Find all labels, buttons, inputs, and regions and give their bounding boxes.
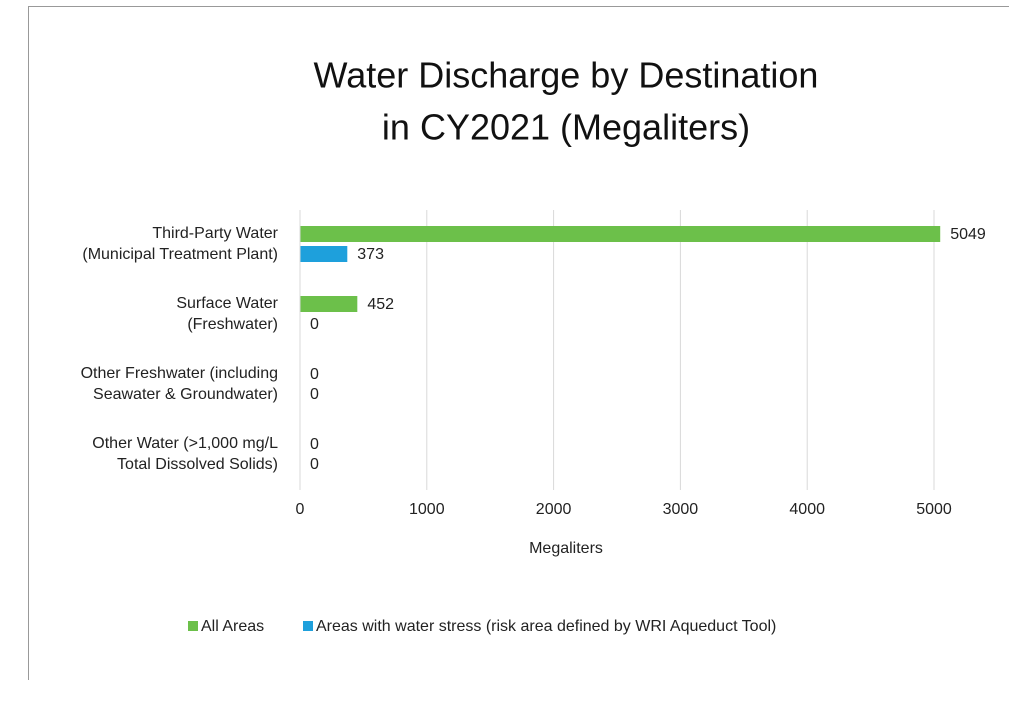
data-label: 452 xyxy=(367,296,394,313)
x-axis-title: Megaliters xyxy=(529,540,603,557)
legend-label: All Areas xyxy=(201,618,264,635)
data-label: 0 xyxy=(310,456,319,473)
legend-label: Areas with water stress (risk area defin… xyxy=(316,618,776,635)
y-tick-label: (Freshwater) xyxy=(187,316,278,333)
data-label: 0 xyxy=(310,436,319,453)
y-tick-label: Other Freshwater (including xyxy=(81,365,278,382)
legend-swatch xyxy=(188,621,198,631)
x-tick-label: 4000 xyxy=(789,501,825,518)
data-label: 5049 xyxy=(950,226,986,243)
x-tick-label: 2000 xyxy=(536,501,572,518)
chart-title: in CY2021 (Megaliters) xyxy=(382,107,750,148)
bar xyxy=(300,226,941,242)
bar xyxy=(300,246,348,262)
x-tick-label: 5000 xyxy=(916,501,952,518)
x-tick-label: 1000 xyxy=(409,501,445,518)
y-tick-label: Other Water (>1,000 mg/L xyxy=(92,435,278,452)
y-tick-label: (Municipal Treatment Plant) xyxy=(82,246,278,263)
y-tick-label: Third-Party Water xyxy=(152,225,278,242)
legend-swatch xyxy=(303,621,313,631)
y-tick-label: Surface Water xyxy=(176,295,278,312)
y-tick-label: Total Dissolved Solids) xyxy=(117,456,278,473)
x-tick-label: 0 xyxy=(296,501,305,518)
data-label: 0 xyxy=(310,316,319,333)
chart-title: Water Discharge by Destination xyxy=(314,55,819,96)
bar xyxy=(300,296,358,312)
data-label: 0 xyxy=(310,366,319,383)
data-label: 0 xyxy=(310,386,319,403)
data-label: 373 xyxy=(357,246,384,263)
x-tick-label: 3000 xyxy=(663,501,699,518)
y-tick-label: Seawater & Groundwater) xyxy=(93,386,278,403)
